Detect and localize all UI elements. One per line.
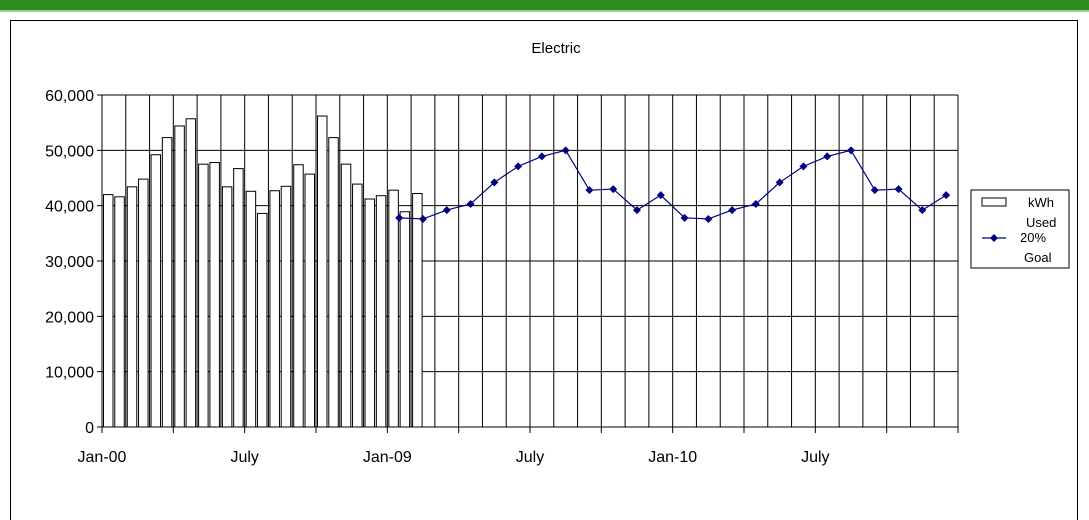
legend-swatch-kwh-used <box>981 197 1007 207</box>
x-tick-label: Jan-10 <box>648 449 697 466</box>
bar <box>198 163 209 428</box>
goal-point <box>799 162 808 171</box>
y-tick-label: 20,000 <box>45 309 94 326</box>
bar <box>161 137 173 428</box>
y-tick-label: 50,000 <box>45 143 94 160</box>
top-accent-bar <box>0 0 1089 10</box>
goal-point <box>656 191 665 200</box>
bar <box>114 196 125 428</box>
bar <box>150 154 162 428</box>
legend-swatch-goal-marker <box>990 234 998 242</box>
bar <box>209 162 220 428</box>
top-accent-bar-shade <box>0 10 1089 12</box>
goal-point <box>775 178 784 187</box>
goal-point <box>918 206 927 215</box>
bar <box>138 178 149 428</box>
goal-point <box>751 200 760 209</box>
bar <box>245 190 257 428</box>
bar <box>364 198 376 428</box>
bar <box>233 168 244 428</box>
legend-label-goal-1: 20% <box>1020 230 1046 245</box>
legend-label-goal-2: Goal <box>1024 250 1052 265</box>
y-tick-label: 60,000 <box>45 88 94 105</box>
y-tick-label: 0 <box>85 420 94 437</box>
goal-point <box>419 214 427 223</box>
bar <box>293 164 304 428</box>
goal-point <box>490 178 499 187</box>
goal-point <box>870 186 879 195</box>
goal-point <box>633 206 641 215</box>
goal-line <box>399 149 947 220</box>
goal-point <box>942 191 951 200</box>
goal-point <box>728 206 737 215</box>
goal-point <box>585 186 594 195</box>
bar <box>328 137 339 428</box>
plot-grid <box>102 94 959 427</box>
goal-point <box>537 152 546 161</box>
goal-point <box>847 146 855 155</box>
bar <box>317 115 328 428</box>
x-tick-label: July <box>801 449 829 466</box>
bar <box>221 186 233 428</box>
goal-point <box>894 185 903 194</box>
goal-point <box>823 152 832 161</box>
x-tick-label: July <box>230 449 258 466</box>
bar <box>256 212 268 428</box>
bar <box>174 125 185 428</box>
goal-point <box>561 146 570 155</box>
bar <box>375 195 387 428</box>
bar <box>126 186 138 428</box>
bar <box>304 173 315 428</box>
y-tick-label: 30,000 <box>45 254 94 271</box>
goal-point <box>395 213 404 222</box>
chart-title: Electric <box>531 40 581 57</box>
goal-point <box>704 214 713 223</box>
x-tick-label: Jan-09 <box>363 449 412 466</box>
x-tick-label: Jan-00 <box>78 449 127 466</box>
bar <box>280 185 292 428</box>
axes: 0 10,000 20,000 30,000 40,000 50,000 60,000 Jan… <box>45 88 959 466</box>
goal-point <box>680 213 689 222</box>
goal-point <box>609 185 618 194</box>
x-tick-label: July <box>516 449 544 466</box>
goal-point <box>466 200 475 209</box>
legend: kWh Used 20% Goal <box>970 189 1070 269</box>
bar-series-kwh-used <box>103 115 423 428</box>
bar <box>399 211 411 428</box>
line-series-20pct-goal <box>395 146 951 223</box>
bar <box>352 183 363 428</box>
goal-point <box>442 206 451 215</box>
bar <box>412 192 423 428</box>
y-tick-label: 40,000 <box>45 199 94 216</box>
bar <box>388 189 399 428</box>
bar <box>185 118 197 428</box>
bar <box>269 190 280 428</box>
bar <box>103 194 114 428</box>
legend-label-kwh-used-2: Used <box>1026 215 1056 230</box>
bar <box>340 163 352 428</box>
legend-label-kwh-used-1: kWh <box>1028 195 1054 210</box>
y-tick-label: 10,000 <box>45 365 94 382</box>
goal-point <box>514 162 523 171</box>
